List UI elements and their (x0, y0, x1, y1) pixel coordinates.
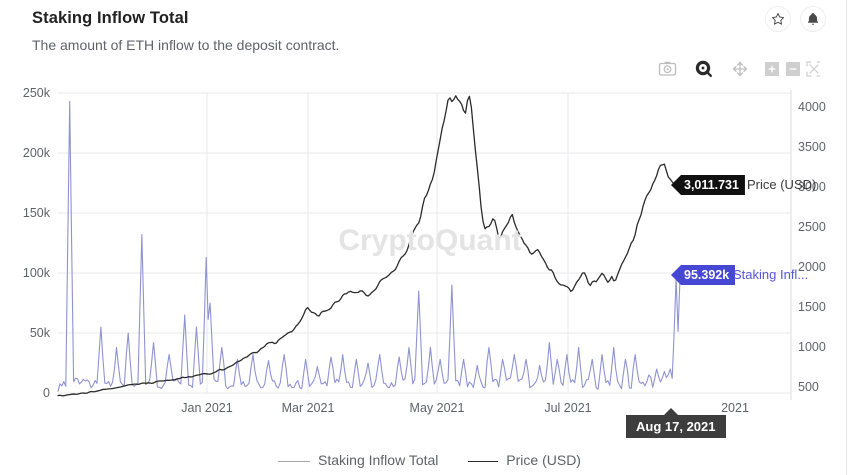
svg-text:100k: 100k (23, 266, 51, 280)
svg-text:500: 500 (798, 380, 819, 394)
svg-text:Jan 2021: Jan 2021 (181, 401, 232, 415)
svg-text:2021: 2021 (721, 401, 749, 415)
svg-text:150k: 150k (23, 206, 51, 220)
svg-text:CryptoQuant: CryptoQuant (338, 224, 521, 257)
svg-text:3500: 3500 (798, 140, 826, 154)
svg-text:200k: 200k (23, 146, 51, 160)
svg-text:May 2021: May 2021 (410, 401, 465, 415)
svg-text:50k: 50k (30, 326, 51, 340)
svg-text:Jul 2021: Jul 2021 (544, 401, 591, 415)
svg-text:Mar 2021: Mar 2021 (282, 401, 335, 415)
svg-text:250k: 250k (23, 86, 51, 100)
svg-text:4000: 4000 (798, 100, 826, 114)
svg-text:0: 0 (43, 386, 50, 400)
svg-text:2500: 2500 (798, 220, 826, 234)
svg-text:1000: 1000 (798, 340, 826, 354)
svg-text:1500: 1500 (798, 300, 826, 314)
